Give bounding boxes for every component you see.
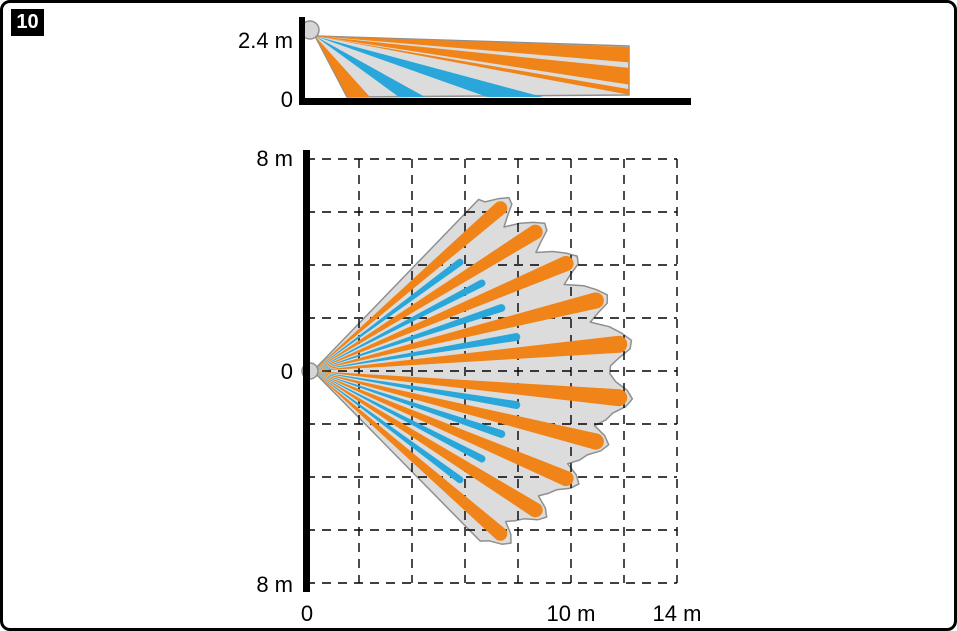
top-ytop-label: 8 m [256,146,293,171]
top-yzero-label: 0 [281,359,293,384]
top-beam-blue [313,371,464,484]
top-view-diagram: 8 m 0 8 m 0 10 m 14 m [256,146,701,626]
top-beam-orange [313,292,604,371]
top-xfourteen-label: 14 m [653,601,702,626]
top-beam-orange [313,255,574,371]
top-xten-label: 10 m [547,601,596,626]
side-height-label: 2.4 m [238,28,293,53]
top-beam-orange [313,371,508,541]
figure-number: 10 [16,11,39,33]
side-beam-orange [315,36,370,97]
side-floor-line [299,98,691,105]
top-beam-orange [313,335,628,371]
top-beam-blue [313,258,464,371]
top-beam-blue [313,371,486,463]
side-beam-orange [315,36,629,63]
top-y-axis [303,150,310,592]
top-xzero-label: 0 [301,601,313,626]
top-beam-blue [313,371,506,438]
top-ybottom-label: 8 m [256,572,293,597]
figure-number-badge: 10 [11,9,44,36]
top-beam-blue [313,304,506,371]
side-zero-label: 0 [281,87,293,112]
top-beam-orange [313,371,543,518]
top-beam-orange [313,371,574,487]
top-beams-group [313,201,628,541]
top-beam-orange [313,371,628,407]
grid-lines-group [306,158,678,584]
top-beam-blue [313,332,521,371]
top-beam-orange [313,224,543,371]
side-view-diagram: 2.4 m 0 [238,17,691,112]
top-beam-orange [313,371,604,450]
side-beam-blue [315,36,543,97]
side-beams-group [315,36,629,97]
side-beam-blue [315,36,426,97]
top-beam-blue [313,279,486,371]
detector-coverage-figure: 2.4 m 0 8 m 0 8 m 0 10 m 14 m [238,17,701,626]
side-y-axis [299,17,305,105]
side-beam-orange [315,36,629,85]
top-beam-orange [313,201,508,371]
top-beam-blue [313,371,521,410]
side-beam-orange [315,36,629,95]
